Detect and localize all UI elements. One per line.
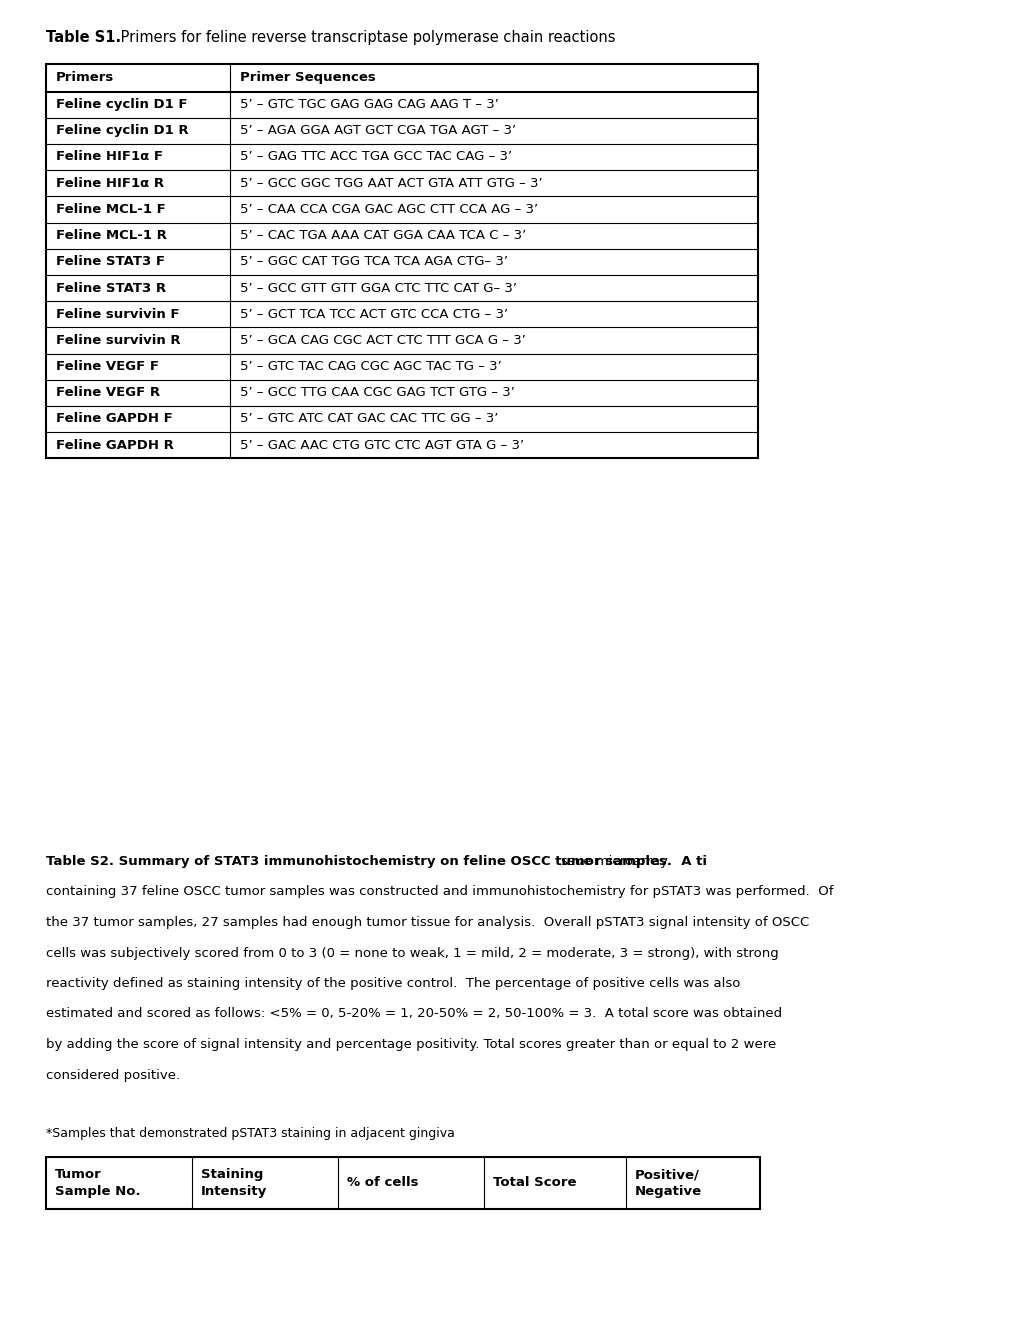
Text: *Samples that demonstrated pSTAT3 staining in adjacent gingiva: *Samples that demonstrated pSTAT3 staini… [46, 1127, 454, 1140]
Text: 5’ – GCA CAG CGC ACT CTC TTT GCA G – 3’: 5’ – GCA CAG CGC ACT CTC TTT GCA G – 3’ [239, 334, 526, 347]
Text: 5’ – GTC TGC GAG GAG CAG AAG T – 3’: 5’ – GTC TGC GAG GAG CAG AAG T – 3’ [239, 98, 498, 111]
Text: Feline HIF1α R: Feline HIF1α R [56, 177, 164, 190]
Text: Primer Sequences: Primer Sequences [239, 71, 375, 84]
Text: Feline GAPDH F: Feline GAPDH F [56, 412, 172, 425]
Text: 5’ – GGC CAT TGG TCA TCA AGA CTG– 3’: 5’ – GGC CAT TGG TCA TCA AGA CTG– 3’ [239, 255, 507, 268]
Text: Staining
Intensity: Staining Intensity [201, 1168, 267, 1197]
Text: 5’ – GTC TAC CAG CGC AGC TAC TG – 3’: 5’ – GTC TAC CAG CGC AGC TAC TG – 3’ [239, 360, 501, 374]
Bar [46, 63, 757, 458]
Text: 5’ – GCC TTG CAA CGC GAG TCT GTG – 3’: 5’ – GCC TTG CAA CGC GAG TCT GTG – 3’ [239, 387, 515, 399]
Text: ssue microarray: ssue microarray [560, 855, 667, 869]
Text: Feline STAT3 R: Feline STAT3 R [56, 281, 166, 294]
Text: Feline survivin F: Feline survivin F [56, 308, 179, 321]
Text: 5’ – GCC GTT GTT GGA CTC TTC CAT G– 3’: 5’ – GCC GTT GTT GGA CTC TTC CAT G– 3’ [239, 281, 517, 294]
Text: Total Score: Total Score [492, 1176, 576, 1189]
Text: considered positive.: considered positive. [46, 1068, 180, 1081]
Text: Feline cyclin D1 R: Feline cyclin D1 R [56, 124, 189, 137]
Text: Feline VEGF R: Feline VEGF R [56, 387, 160, 399]
Text: 5’ – CAA CCA CGA GAC AGC CTT CCA AG – 3’: 5’ – CAA CCA CGA GAC AGC CTT CCA AG – 3’ [239, 203, 538, 216]
Text: Feline cyclin D1 F: Feline cyclin D1 F [56, 98, 187, 111]
Text: 5’ – GAG TTC ACC TGA GCC TAC CAG – 3’: 5’ – GAG TTC ACC TGA GCC TAC CAG – 3’ [239, 150, 512, 164]
Text: Feline GAPDH R: Feline GAPDH R [56, 438, 173, 451]
Text: 5’ – GAC AAC CTG GTC CTC AGT GTA G – 3’: 5’ – GAC AAC CTG GTC CTC AGT GTA G – 3’ [239, 438, 524, 451]
Text: Feline survivin R: Feline survivin R [56, 334, 180, 347]
Text: Feline VEGF F: Feline VEGF F [56, 360, 159, 374]
Bar [46, 1158, 759, 1209]
Text: Primers for feline reverse transcriptase polymerase chain reactions: Primers for feline reverse transcriptase… [116, 30, 614, 45]
Text: 5’ – CAC TGA AAA CAT GGA CAA TCA C – 3’: 5’ – CAC TGA AAA CAT GGA CAA TCA C – 3’ [239, 230, 526, 242]
Text: the 37 tumor samples, 27 samples had enough tumor tissue for analysis.  Overall : the 37 tumor samples, 27 samples had eno… [46, 916, 808, 929]
Text: 5’ – AGA GGA AGT GCT CGA TGA AGT – 3’: 5’ – AGA GGA AGT GCT CGA TGA AGT – 3’ [239, 124, 516, 137]
Text: Primers: Primers [56, 71, 114, 84]
Text: estimated and scored as follows: <5% = 0, 5-20% = 1, 20-50% = 2, 50-100% = 3.  A: estimated and scored as follows: <5% = 0… [46, 1007, 782, 1020]
Text: 5’ – GCT TCA TCC ACT GTC CCA CTG – 3’: 5’ – GCT TCA TCC ACT GTC CCA CTG – 3’ [239, 308, 507, 321]
Text: cells was subjectively scored from 0 to 3 (0 = none to weak, 1 = mild, 2 = moder: cells was subjectively scored from 0 to … [46, 946, 777, 960]
Text: by adding the score of signal intensity and percentage positivity. Total scores : by adding the score of signal intensity … [46, 1038, 775, 1051]
Text: reactivity defined as staining intensity of the positive control.  The percentag: reactivity defined as staining intensity… [46, 977, 740, 990]
Text: Tumor
Sample No.: Tumor Sample No. [54, 1168, 140, 1197]
Text: Table S1.: Table S1. [46, 30, 121, 45]
Text: % of cells: % of cells [346, 1176, 418, 1189]
Text: Table S2. Summary of STAT3 immunohistochemistry on feline OSCC tumor samples.  A: Table S2. Summary of STAT3 immunohistoch… [46, 855, 706, 869]
Text: Positive/
Negative: Positive/ Negative [635, 1168, 701, 1197]
Text: 5’ – GCC GGC TGG AAT ACT GTA ATT GTG – 3’: 5’ – GCC GGC TGG AAT ACT GTA ATT GTG – 3… [239, 177, 542, 190]
Text: 5’ – GTC ATC CAT GAC CAC TTC GG – 3’: 5’ – GTC ATC CAT GAC CAC TTC GG – 3’ [239, 412, 498, 425]
Text: Feline MCL-1 R: Feline MCL-1 R [56, 230, 167, 242]
Text: Feline STAT3 F: Feline STAT3 F [56, 255, 165, 268]
Text: Feline MCL-1 F: Feline MCL-1 F [56, 203, 166, 216]
Text: Feline HIF1α F: Feline HIF1α F [56, 150, 163, 164]
Text: containing 37 feline OSCC tumor samples was constructed and immunohistochemistry: containing 37 feline OSCC tumor samples … [46, 886, 833, 899]
